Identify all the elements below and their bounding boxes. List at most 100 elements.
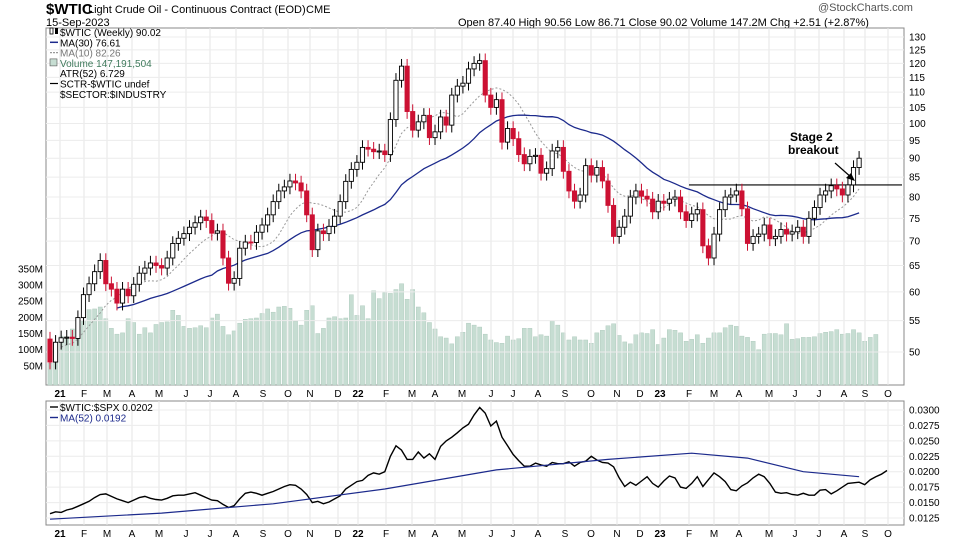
stockcharts-logo-icon[interactable]: @StockCharts.com [818, 2, 913, 14]
chart-exchange: CME [306, 4, 331, 16]
candle-up [549, 150, 555, 170]
price-tick-label: 80 [909, 193, 921, 204]
candle-up [348, 168, 354, 182]
volume-bar [522, 328, 527, 386]
x-tick-label: J [489, 529, 494, 540]
volume-bar [555, 324, 561, 386]
candle-up [577, 194, 583, 202]
volume-bar [97, 306, 103, 386]
ratio-tick-label: 0.0200 [909, 467, 940, 478]
volume-bar [187, 328, 192, 386]
candle-up [454, 85, 460, 96]
candle-up [214, 230, 220, 234]
ratio-panel [45, 400, 905, 526]
x-tick-label: D [334, 529, 341, 540]
price-tick-label: 55 [909, 316, 921, 327]
candle-up [733, 190, 739, 196]
candle-down [560, 146, 566, 172]
volume-bar [86, 309, 92, 386]
x-tick-label: N [306, 389, 313, 400]
volume-tick-label: 150M [18, 329, 43, 340]
legend-main-item: $SECTOR:$INDUSTRY [60, 90, 167, 101]
volume-tick-label: 350M [18, 264, 43, 275]
x-tick-label: M [408, 389, 416, 400]
candle-up [811, 207, 818, 219]
candle-down [744, 208, 751, 244]
candle-up [175, 237, 181, 244]
ratio-tick-label: 0.0125 [909, 514, 940, 525]
candle-down [488, 94, 494, 108]
volume-bar [298, 324, 304, 386]
candle-down [365, 146, 371, 150]
candle-down [482, 60, 488, 96]
candle-up [97, 260, 103, 273]
volume-bar [343, 317, 349, 386]
x-tick-label: O [284, 389, 292, 400]
x-tick-label: O [284, 529, 292, 540]
candle-up [80, 294, 87, 319]
volume-bar [192, 327, 198, 386]
ratio-lines [49, 406, 888, 520]
legend-main-item: SCTR-$WTIC undef [60, 80, 150, 91]
candle-up [772, 235, 778, 240]
volume-bar [92, 308, 97, 386]
candle-up [147, 262, 153, 269]
volume-bar [577, 339, 583, 386]
volume-bar [717, 332, 722, 386]
candle-up [259, 224, 265, 233]
candle-up [86, 283, 92, 296]
volume-bar [622, 341, 628, 386]
candle-down [839, 188, 845, 196]
volume-bar [109, 328, 114, 386]
volume-bar [332, 316, 337, 386]
volume-bar [572, 336, 577, 386]
candle-up [594, 167, 600, 176]
candle-down [566, 170, 572, 192]
chart-instrument-name: Light Crude Oil - Continuous Contract (E… [88, 4, 306, 16]
candle-up [756, 233, 762, 237]
legend-main-item: $WTIC (Weekly) 90.02 [60, 28, 161, 39]
candle-down [226, 257, 232, 284]
volume-bar [801, 337, 806, 386]
price-tick-label: 75 [909, 214, 921, 225]
volume-bar [549, 320, 555, 386]
candle-up [616, 226, 622, 237]
x-tick-label: A [233, 529, 240, 540]
x-tick-label: J [208, 389, 213, 400]
candle-up [265, 214, 271, 226]
x-tick-label: J [817, 529, 822, 540]
legend-main-item: MA(30) 76.61 [60, 38, 121, 49]
x-tick-label: F [383, 389, 389, 400]
candle-up [387, 119, 393, 156]
volume-bar [203, 327, 209, 386]
candle-up [75, 317, 81, 339]
volume-bar [527, 328, 533, 386]
volume-bar [148, 332, 153, 386]
candle-down [683, 211, 689, 221]
volume-bar [600, 330, 605, 386]
volume-bar [449, 343, 455, 386]
candle-up [845, 184, 851, 196]
ratio-tick-label: 0.0300 [909, 406, 940, 417]
candle-down [510, 128, 516, 140]
candle-down [705, 245, 711, 259]
candle-up [198, 216, 204, 224]
volume-bar [181, 326, 187, 386]
x-tick-label: S [562, 389, 569, 400]
candle-up [354, 161, 360, 170]
candle-up [717, 209, 723, 235]
x-tick-label: J [511, 389, 516, 400]
volume-bar [689, 339, 694, 386]
volume-bar [828, 331, 834, 386]
candle-up [633, 190, 639, 198]
volume-bar [817, 333, 823, 386]
volume-bar [672, 330, 678, 386]
volume-bar [694, 334, 700, 386]
price-tick-label: 60 [909, 287, 921, 298]
volume-bar [745, 337, 750, 386]
volume-bar [254, 317, 259, 386]
x-tick-label: 22 [352, 389, 364, 400]
x-tick-label: J [511, 529, 516, 540]
candle-up [398, 65, 405, 81]
price-tick-label: 95 [909, 136, 921, 147]
